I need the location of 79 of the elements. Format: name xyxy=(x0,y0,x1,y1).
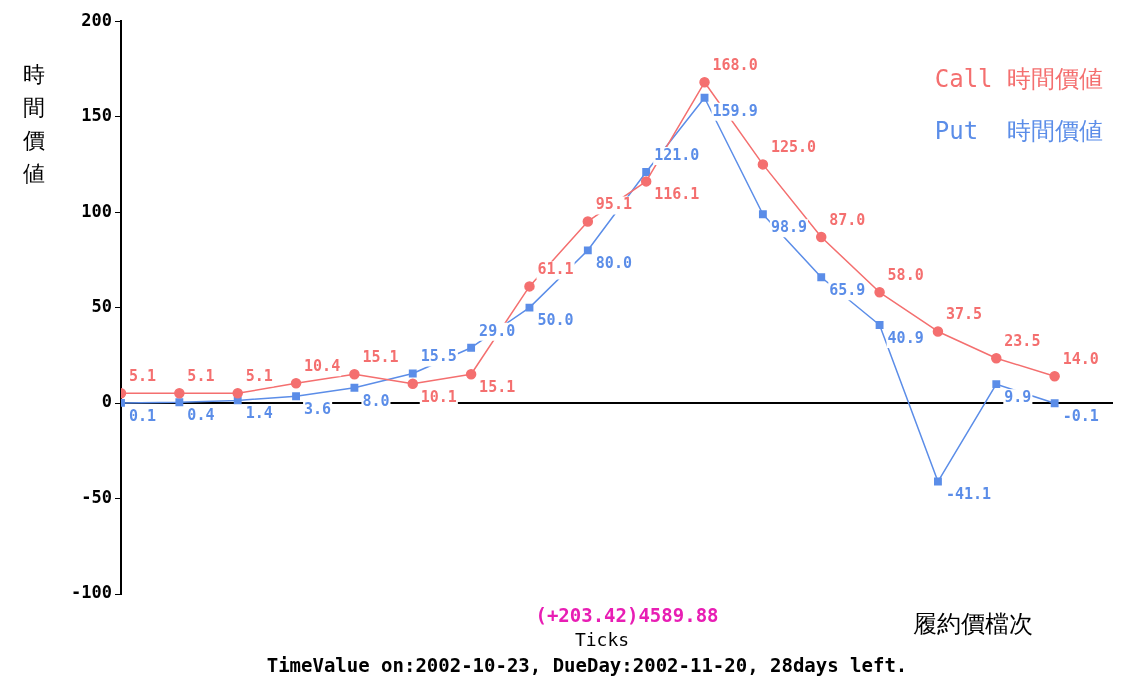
data-label: 15.1 xyxy=(479,378,516,397)
point xyxy=(1049,371,1060,382)
data-label: 58.0 xyxy=(887,266,924,285)
data-label: 0.1 xyxy=(129,406,157,425)
y-tick-label: -100 xyxy=(71,582,112,603)
point xyxy=(174,388,185,399)
data-label: 5.1 xyxy=(245,367,273,386)
data-label: 168.0 xyxy=(712,56,758,75)
point xyxy=(991,352,1002,364)
point xyxy=(1050,399,1059,408)
data-label: 8.0 xyxy=(362,391,390,410)
y-tick-label: 150 xyxy=(81,105,112,126)
data-label: 23.5 xyxy=(1004,332,1041,351)
data-label: -41.1 xyxy=(945,485,992,504)
point xyxy=(640,176,652,187)
data-label: 5.1 xyxy=(187,367,215,386)
data-label: 125.0 xyxy=(770,138,817,157)
data-label: 87.0 xyxy=(829,210,866,229)
y-tick-label: 50 xyxy=(91,296,112,317)
data-label: 80.0 xyxy=(595,254,632,273)
data-label: 14.0 xyxy=(1062,350,1099,369)
y-tick-label: 200 xyxy=(81,9,112,30)
point xyxy=(583,246,592,255)
text: Put 時間價値 xyxy=(934,117,1103,146)
data-label: 0.4 xyxy=(187,406,215,425)
y-tick-label: -50 xyxy=(81,486,112,507)
data-label: 9.9 xyxy=(1004,388,1032,407)
data-label: 159.9 xyxy=(712,101,758,120)
y-tick-label: 0 xyxy=(101,391,112,412)
point xyxy=(232,388,243,399)
data-label: 50.0 xyxy=(537,311,574,330)
data-label: 40.9 xyxy=(887,328,924,347)
data-label: 37.5 xyxy=(945,305,983,324)
data-label: 29.0 xyxy=(479,321,516,340)
point xyxy=(467,343,476,352)
point xyxy=(699,77,710,88)
x-axis-title: Ticks xyxy=(574,629,630,650)
point xyxy=(407,378,419,390)
point xyxy=(175,398,184,407)
data-label: 5.1 xyxy=(129,367,157,386)
data-label: 121.0 xyxy=(654,145,700,164)
y-tick-label: 100 xyxy=(81,200,112,221)
point xyxy=(290,377,302,389)
point xyxy=(992,380,1001,389)
point xyxy=(349,368,360,380)
y-axis-title: 時間價値 xyxy=(23,61,45,186)
data-label: -0.1 xyxy=(1062,407,1099,426)
point xyxy=(758,210,767,219)
data-label: 61.1 xyxy=(537,260,574,279)
data-label: 65.9 xyxy=(829,281,866,300)
point xyxy=(700,93,709,102)
point xyxy=(525,303,534,312)
point xyxy=(874,287,885,298)
point xyxy=(582,216,594,227)
point xyxy=(642,168,651,176)
point xyxy=(875,321,884,329)
data-label: 98.9 xyxy=(770,218,808,237)
text: Call 時間價値 xyxy=(934,65,1103,94)
data-label: 10.4 xyxy=(304,357,341,376)
data-label: 116.1 xyxy=(654,185,700,204)
text: TimeValue on:2002-10-23, DueDay:2002-11-20, 28days left. xyxy=(266,654,908,676)
point xyxy=(932,326,944,337)
point xyxy=(757,159,769,170)
point xyxy=(350,383,359,392)
data-label: 15.5 xyxy=(420,347,457,366)
data-label: 15.1 xyxy=(362,348,399,367)
point xyxy=(934,477,942,486)
data-label: 3.6 xyxy=(304,400,332,419)
text: (+203.42)4589.88 xyxy=(535,604,719,626)
data-label: 10.1 xyxy=(420,387,457,406)
data-label: 1.4 xyxy=(245,404,273,423)
point xyxy=(524,281,535,292)
point xyxy=(292,392,300,401)
text: 履約價檔次 xyxy=(913,610,1033,638)
point xyxy=(815,231,827,243)
point xyxy=(465,368,477,380)
point xyxy=(408,369,417,378)
data-label: 95.1 xyxy=(595,195,632,214)
point xyxy=(817,273,826,282)
